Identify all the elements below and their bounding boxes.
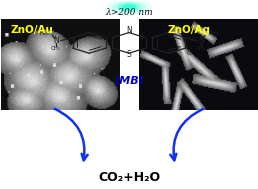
Text: (MB): (MB) [114, 75, 144, 85]
Text: ZnO/Au: ZnO/Au [11, 25, 54, 35]
Text: N: N [53, 36, 59, 45]
Text: CH₃: CH₃ [208, 31, 219, 36]
Text: S: S [127, 50, 131, 59]
Text: H₃C: H₃C [39, 31, 50, 36]
Text: CH₃: CH₃ [51, 46, 61, 51]
Ellipse shape [106, 0, 152, 16]
Text: Cl⁻: Cl⁻ [186, 51, 195, 56]
Ellipse shape [117, 3, 141, 12]
Ellipse shape [122, 4, 136, 10]
Text: ZnO/Ag: ZnO/Ag [167, 25, 211, 35]
Text: N: N [198, 36, 204, 45]
Text: N: N [126, 26, 132, 35]
Text: CH₃: CH₃ [196, 46, 206, 51]
Text: λ>200 nm: λ>200 nm [105, 8, 153, 17]
Text: CO₂+H₂O: CO₂+H₂O [98, 170, 160, 184]
Ellipse shape [112, 1, 146, 13]
